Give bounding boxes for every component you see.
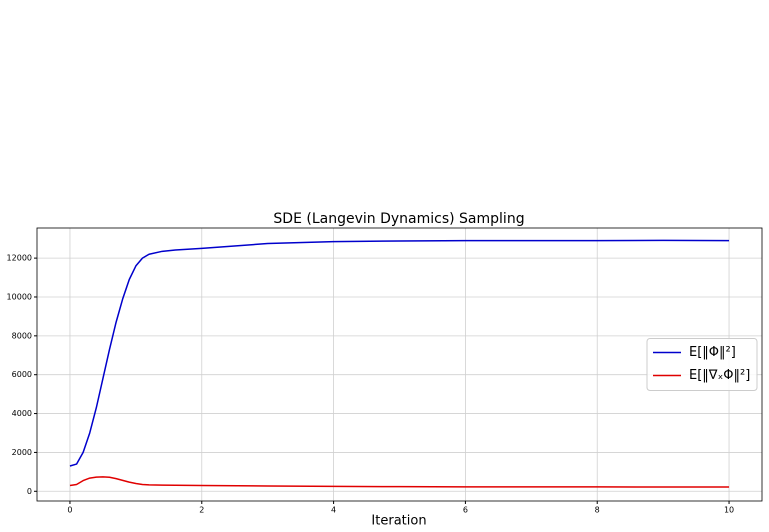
y-tick-label: 0 — [27, 487, 32, 496]
x-tick-label: 2 — [199, 506, 204, 515]
legend-label: E[‖∇ₓΦ‖²] — [689, 368, 750, 383]
y-tick-label: 6000 — [12, 370, 32, 379]
chart-title: SDE (Langevin Dynamics) Sampling — [273, 211, 524, 227]
x-axis-label: Iteration — [371, 514, 426, 529]
y-tick-label: 2000 — [12, 448, 32, 457]
legend-box — [646, 338, 758, 391]
y-tick-label: 12000 — [7, 254, 32, 263]
y-tick-label: 4000 — [12, 409, 32, 418]
plot-frame — [36, 227, 763, 502]
x-tick-label: 8 — [595, 506, 600, 515]
series-line — [69, 239, 730, 467]
y-tick-label: 10000 — [7, 292, 32, 301]
x-tick-label: 4 — [331, 506, 336, 515]
series-line — [69, 476, 730, 488]
legend-label: E[‖Φ‖²] — [689, 345, 736, 360]
x-tick-label: 10 — [724, 506, 734, 515]
x-tick-label: 0 — [67, 506, 72, 515]
x-tick-label: 6 — [463, 506, 468, 515]
y-tick-label: 8000 — [12, 331, 32, 340]
